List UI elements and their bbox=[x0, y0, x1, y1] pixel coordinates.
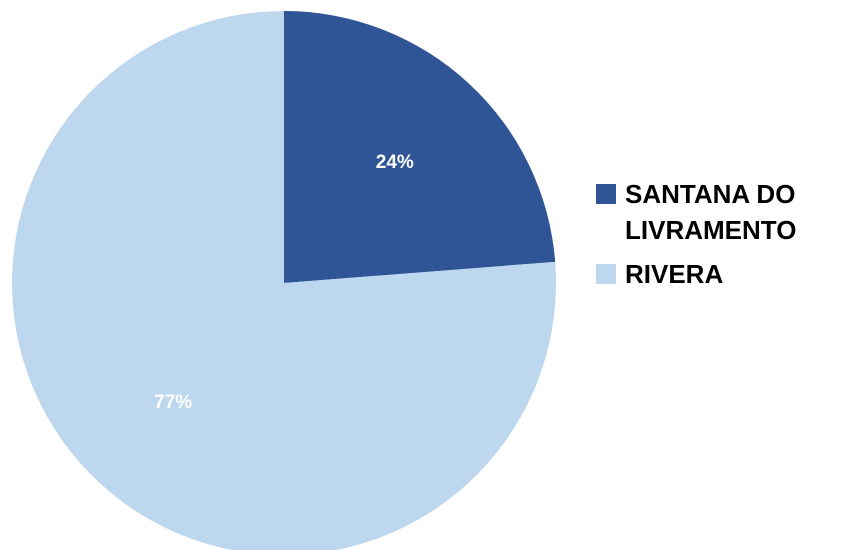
pie-slice-labels: 24% 77% bbox=[154, 152, 414, 413]
legend-label-line-2: LIVRAMENTO bbox=[625, 215, 797, 245]
legend-swatch-santana-do-livramento bbox=[596, 184, 616, 204]
pie-slice-santana-do-livramento bbox=[284, 11, 556, 283]
data-label-rivera: 77% bbox=[154, 392, 192, 413]
legend-item-santana-do-livramento: SANTANA DO LIVRAMENTO bbox=[596, 176, 840, 248]
pie-slice-rivera bbox=[12, 11, 556, 550]
legend-swatch-rivera bbox=[596, 264, 616, 284]
data-label-santana-do-livramento: 24% bbox=[376, 152, 414, 173]
legend: SANTANA DO LIVRAMENTO RIVERA bbox=[596, 176, 840, 300]
legend-label-rivera: RIVERA bbox=[625, 259, 724, 289]
legend-label-santana-do-livramento: SANTANA DO LIVRAMENTO bbox=[625, 176, 796, 248]
pie-slices bbox=[12, 11, 556, 550]
legend-item-rivera: RIVERA bbox=[596, 256, 840, 292]
legend-label-line-1: SANTANA DO bbox=[625, 179, 796, 209]
